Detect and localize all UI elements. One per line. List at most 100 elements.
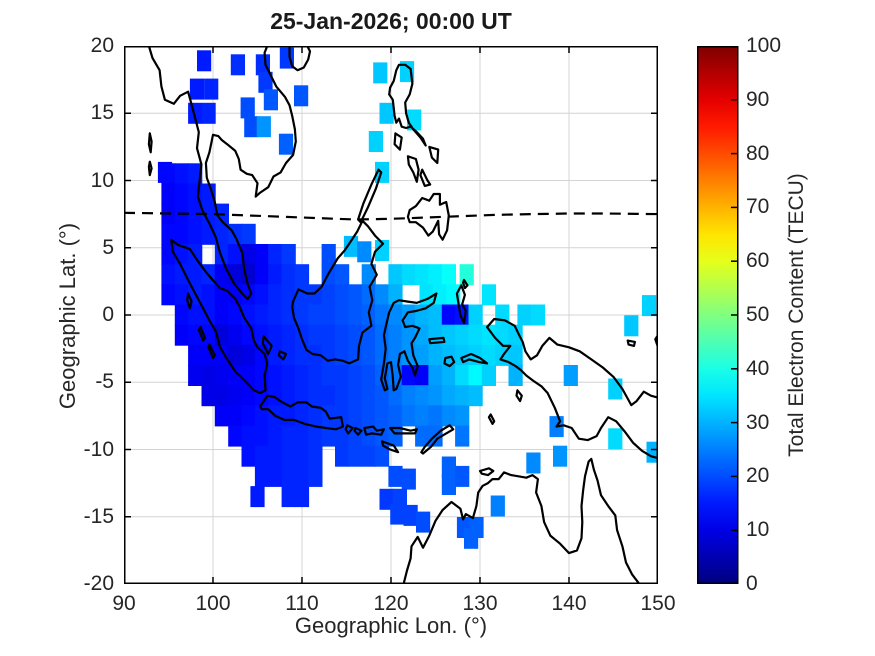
tec-tile — [401, 324, 416, 346]
tec-tile — [459, 264, 474, 286]
tec-tile — [321, 425, 336, 447]
tec-tile — [361, 445, 376, 467]
tec-tile — [335, 365, 350, 386]
y-tick-label: 20 — [90, 34, 114, 57]
tec-tile — [241, 425, 256, 447]
tec-tile — [508, 365, 523, 386]
tec-tile — [255, 54, 270, 76]
coastline-mindoro — [393, 132, 403, 151]
tec-tile — [281, 385, 296, 407]
tec-tile — [368, 131, 383, 152]
tec-tile — [415, 405, 430, 427]
coastline-timor — [420, 424, 455, 455]
tec-tile — [401, 365, 416, 386]
coastline-cebu-bohol — [419, 168, 432, 187]
colorbar-tick-label: 80 — [746, 141, 770, 165]
tec-tile — [441, 474, 456, 495]
coastline-tanimbar — [487, 413, 496, 425]
tec-tile — [321, 344, 336, 366]
tec-tile — [201, 102, 216, 124]
tec-tile — [455, 304, 470, 326]
tec-tile — [278, 133, 294, 155]
tec-tile — [268, 244, 283, 265]
tec-tile — [201, 284, 216, 306]
tec-tile — [335, 284, 350, 306]
tec-tile — [455, 365, 470, 386]
tec-tile — [335, 264, 350, 286]
tec-tile — [481, 344, 496, 366]
tec-tile — [214, 223, 229, 245]
tec-tile — [268, 344, 283, 366]
tec-tile — [379, 102, 394, 124]
tec-tile — [361, 385, 376, 407]
tec-tile — [348, 324, 363, 346]
tec-tile — [228, 405, 243, 427]
tec-tile — [254, 304, 270, 326]
coastline-sula — [428, 336, 446, 345]
coastline-borneo — [291, 219, 385, 365]
tec-tile — [563, 365, 578, 386]
tec-tile — [228, 365, 243, 386]
tec-tile — [388, 304, 403, 326]
tec-tile — [401, 468, 416, 490]
tec-tile — [348, 405, 363, 427]
tec-tile — [343, 235, 359, 257]
tec-tile — [348, 284, 363, 306]
tec-tile — [308, 324, 323, 346]
x-tick-label: 100 — [195, 592, 231, 615]
coastline-sumbawa — [363, 425, 385, 436]
tec-tile — [188, 264, 203, 286]
coastline-australia — [402, 457, 641, 584]
tec-tile — [308, 405, 323, 427]
tec-tile — [254, 445, 270, 467]
tec-tile — [214, 244, 229, 265]
colorbar-tick-label: 20 — [746, 464, 770, 488]
tec-tile — [348, 304, 363, 326]
tec-tile — [517, 304, 532, 326]
coastline-sumba — [381, 440, 400, 454]
figure-title: 25-Jan-2026; 00:00 UT — [270, 8, 512, 34]
tec-tile — [530, 304, 545, 326]
tec-tile — [263, 89, 278, 111]
coastline-asia-mainland — [147, 46, 297, 300]
tec-tile — [361, 344, 376, 366]
tec-tile — [268, 284, 283, 306]
coastline-manus — [626, 339, 636, 347]
tec-tile — [608, 378, 623, 400]
colorbar-tick-label: 70 — [746, 195, 770, 219]
tec-tile — [415, 425, 430, 447]
tec-tile — [228, 304, 243, 326]
tec-tile — [294, 85, 309, 107]
y-tick-label: -15 — [83, 504, 114, 528]
tec-tile — [481, 324, 496, 346]
tec-tile — [214, 365, 229, 386]
tec-tile — [464, 527, 479, 549]
tec-tile — [308, 304, 323, 326]
tec-tile — [174, 183, 189, 205]
tec-tile — [321, 365, 336, 386]
coastline-lombok — [353, 426, 363, 436]
tec-tile — [375, 240, 390, 261]
tec-tile — [375, 304, 390, 326]
tec-tile — [335, 324, 350, 346]
tec-tile — [428, 324, 443, 346]
tec-tile — [189, 78, 205, 100]
tec-tile — [241, 244, 256, 265]
tec-tile — [254, 465, 270, 487]
tec-tile — [415, 385, 430, 407]
tec-tile — [455, 324, 470, 346]
tec-tile — [204, 78, 219, 100]
tec-tile — [468, 304, 483, 326]
tec-tile — [375, 324, 390, 346]
colorbar-tick-label: 40 — [746, 356, 770, 380]
tec-tile — [228, 223, 243, 245]
tec-tile — [201, 203, 216, 225]
tec-tile — [388, 465, 403, 487]
tec-tile — [294, 425, 310, 447]
colorbar-tick-label: 100 — [746, 34, 782, 57]
tec-tile — [388, 324, 403, 346]
tec-tile — [441, 456, 456, 478]
map-plot-area — [124, 46, 658, 584]
tec-tile — [308, 465, 323, 487]
tec-tile — [348, 445, 363, 467]
